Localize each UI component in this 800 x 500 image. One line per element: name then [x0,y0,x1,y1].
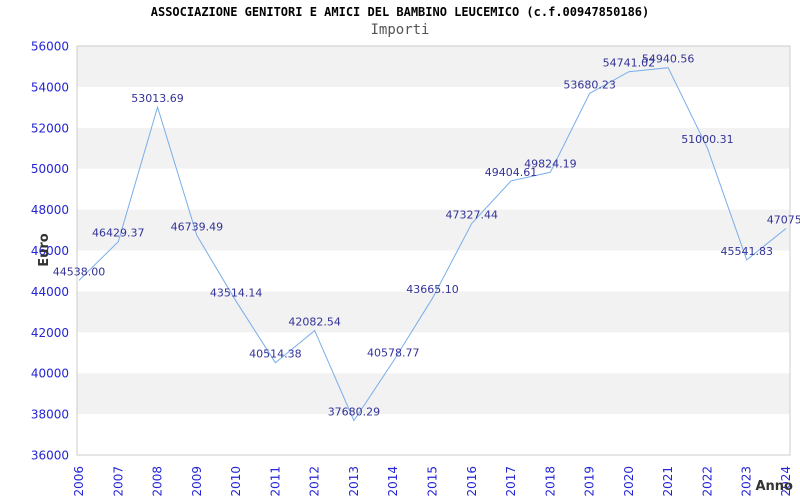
x-tick-label: 2019 [583,466,597,497]
x-tick-label: 2014 [386,466,400,497]
y-tick-label: 36000 [31,449,69,463]
plot-band [77,168,790,210]
x-tick-label: 2024 [779,466,793,497]
data-point-label: 37680.29 [328,406,381,419]
data-point-label: 46429.37 [92,227,145,240]
plot-border [76,45,791,456]
x-tick-label: 2009 [190,466,204,497]
y-axis-title: Euro [37,233,52,267]
y-tick-label: 52000 [31,121,69,135]
y-tick-label: 54000 [31,80,69,94]
x-tick-label: 2023 [740,466,754,497]
x-tick-label: 2017 [504,466,518,497]
data-point-label: 53013.69 [131,92,184,105]
y-tick-label: 40000 [31,367,69,381]
data-point-label: 40578.77 [367,346,420,359]
x-tick-label: 2012 [308,466,322,497]
plot-band [77,209,790,251]
data-point-label: 53680.23 [563,78,616,91]
data-point-label: 40514.38 [249,348,302,361]
data-point-label: 43665.10 [406,283,459,296]
x-tick-label: 2008 [151,466,165,497]
data-point-label: 54940.56 [642,53,695,66]
plot-band [77,291,790,333]
y-tick-label: 56000 [31,40,69,54]
plot-band [77,332,790,374]
y-tick-label: 42000 [31,326,69,340]
y-tick-label: 48000 [31,203,69,217]
y-tick-label: 38000 [31,408,69,422]
plot-band [77,46,790,87]
plot-band [77,373,790,415]
chart-title: ASSOCIAZIONE GENITORI E AMICI DEL BAMBIN… [150,5,650,19]
data-point-label: 43514.14 [210,286,263,299]
data-line [78,67,787,422]
data-point-label: 49404.61 [485,166,538,179]
x-tick-label: 2013 [347,466,361,497]
data-point-label: 47327.44 [446,208,499,221]
data-point-label: 51000.31 [681,133,734,146]
data-point-label: 46739.49 [171,220,224,233]
x-tick-label: 2018 [543,466,557,497]
x-tick-label: 2015 [426,466,440,497]
y-tick-label: 46000 [31,244,69,258]
data-point-label: 42082.54 [288,316,341,329]
data-point-label: 45541.83 [720,245,773,258]
x-tick-label: 2022 [700,466,714,497]
chart-subtitle: Importi [370,22,430,38]
x-tick-label: 2006 [72,466,86,497]
data-point-label: 44538.00 [53,265,106,278]
data-point-label: 54741.02 [603,57,656,70]
x-axis-title: Anno [755,479,793,494]
data-point-label: 47075. [767,214,800,227]
x-tick-label: 2021 [661,466,675,497]
x-tick-label: 2020 [622,466,636,497]
plot-band [77,414,790,455]
y-tick-label: 44000 [31,285,69,299]
data-point-label: 49824.19 [524,157,577,170]
plot-band [77,86,790,128]
plot-band [77,127,790,169]
x-tick-label: 2007 [111,466,125,497]
y-tick-label: 50000 [31,162,69,176]
x-tick-label: 2016 [465,466,479,497]
plot-band [77,250,790,292]
x-tick-label: 2010 [229,466,243,497]
x-tick-label: 2011 [268,466,282,497]
